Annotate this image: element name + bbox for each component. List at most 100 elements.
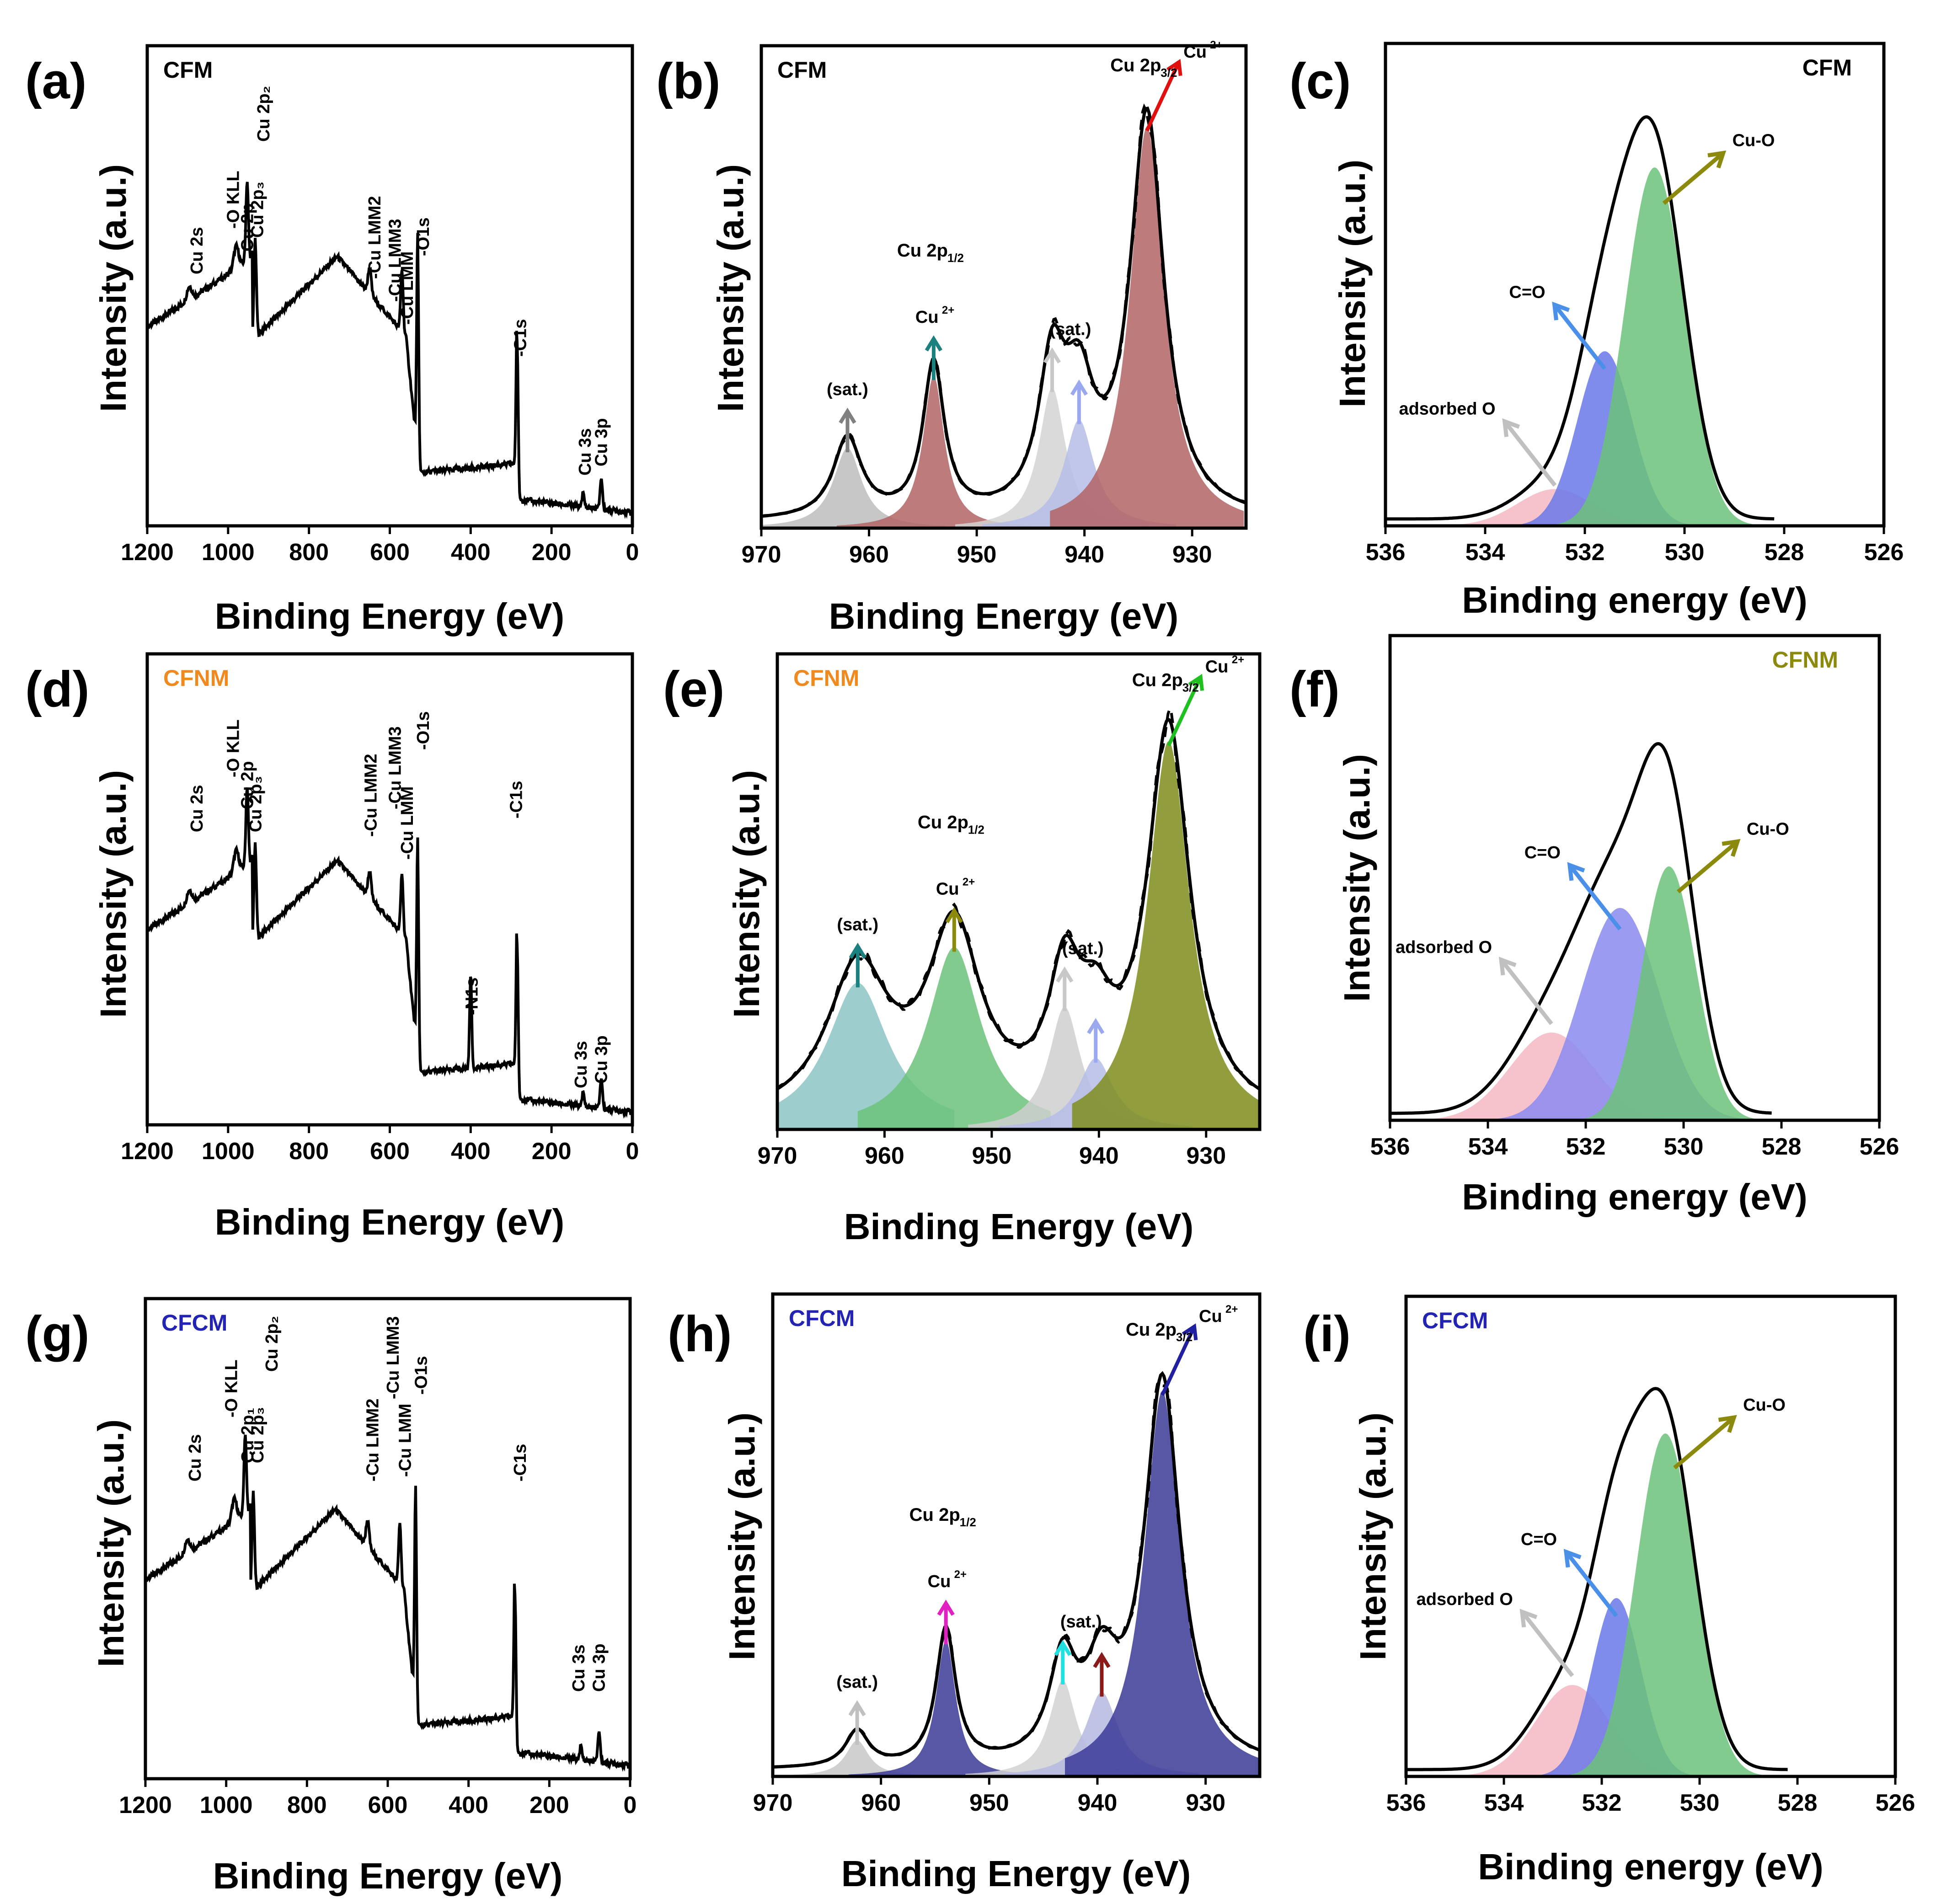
peak-label: -Cu LMM2	[361, 754, 380, 837]
peak-label: -O KLL	[224, 719, 243, 777]
peak-label: Cu 3p	[589, 1643, 609, 1692]
x-tick-label: 600	[370, 1138, 410, 1165]
x-tick-label: 600	[370, 539, 410, 566]
peak-label: -C1s	[511, 1444, 530, 1481]
x-axis-label: Binding Energy (eV)	[215, 596, 565, 636]
component-sat-2	[968, 1006, 1161, 1129]
panel-a: (a) CFM Intensity (a.u.) Binding Energy (eV…	[25, 44, 639, 636]
peak-label: Cu 2p	[238, 761, 257, 809]
x-tick-label: 1200	[121, 1138, 174, 1165]
x-tick-label: 950	[957, 541, 997, 568]
component-arrow-head	[1567, 862, 1585, 881]
x-tick-label: 534	[1484, 1790, 1524, 1816]
panel-f: (f) CFNM Intensity (a.u.) Binding energy (e…	[1289, 634, 1899, 1217]
x-tick-label: 532	[1566, 1134, 1606, 1160]
panel-i: (i) CFCM Intensity (a.u.) Binding energy (e…	[1303, 1294, 1915, 1887]
x-tick-label: 940	[1064, 541, 1104, 568]
peak-label: -Cu LMM2	[364, 1398, 383, 1481]
peak-arrow-head	[1043, 347, 1061, 364]
x-tick-label: 600	[368, 1792, 408, 1818]
x-tick-label: 970	[758, 1143, 797, 1169]
component-cu2-2p1-2	[836, 375, 1031, 528]
peak-label: -Cu LMM	[398, 251, 417, 325]
x-axis-label: Binding Energy (eV)	[829, 596, 1179, 636]
x-tick-label: 930	[1172, 541, 1212, 568]
cu2p32-label: Cu 2p	[1132, 670, 1183, 690]
x-tick-label: 536	[1386, 1790, 1426, 1816]
peak-label: -O1s	[414, 218, 433, 256]
peak-arrow-head	[849, 942, 866, 959]
component-cu-o	[1494, 1433, 1837, 1776]
x-axis-label: Binding energy (eV)	[1462, 580, 1808, 620]
peak-arrow-head	[1056, 966, 1074, 983]
peak-label: Cu 3s	[572, 1041, 591, 1088]
x-tick-label: 930	[1186, 1143, 1226, 1169]
cu2plus-superscript-2: 2+	[1225, 1303, 1238, 1316]
component-arrow-head	[1519, 1609, 1538, 1628]
component-label: adsorbed O	[1396, 938, 1492, 957]
x-axis-label: Binding Energy (eV)	[215, 1202, 565, 1242]
panel-label: (a)	[25, 53, 86, 109]
x-tick-label: 1200	[119, 1792, 172, 1818]
cu2plus-superscript-2: 2+	[1232, 654, 1244, 666]
component-arrow-head	[1707, 150, 1727, 169]
x-tick-label: 400	[451, 1138, 491, 1165]
x-tick-label: 526	[1860, 1134, 1899, 1160]
x-tick-label: 0	[626, 539, 639, 566]
component-arrow-head	[1718, 1415, 1737, 1433]
x-tick-label: 530	[1680, 1790, 1720, 1816]
component-arrow	[1662, 151, 1725, 205]
cu2plus-label-2: Cu	[1205, 658, 1229, 677]
peak-label: Cu 3p	[592, 418, 611, 466]
panel-h: (h) CFCM Intensity (a.u.) Binding Energy (e…	[668, 1292, 1262, 1894]
x-axis-label: Binding Energy (eV)	[213, 1856, 563, 1896]
peak-label: -Cu LMM	[398, 786, 417, 860]
component-arrow	[1676, 840, 1739, 893]
component-cu-o	[1480, 167, 1829, 526]
x-tick-label: 960	[865, 1143, 904, 1169]
satellite-label-2: (sat.)	[1062, 939, 1104, 958]
x-tick-label: 940	[1079, 1143, 1119, 1169]
component-sat-3	[982, 419, 1176, 528]
y-axis-label: Intensity (a.u.)	[1337, 754, 1377, 1002]
panel-e: (e) CFNM Intensity (a.u.) Binding Energy (e…	[663, 652, 1262, 1247]
x-tick-label: 950	[972, 1143, 1012, 1169]
component-sat-2	[955, 387, 1149, 528]
cu2p32-subscript: 3/2	[1182, 681, 1199, 695]
component-adsorbed-o	[1401, 1685, 1744, 1776]
cu2plus-label-1: Cu	[928, 1572, 951, 1591]
cu2p32-subscript: 3/2	[1161, 66, 1177, 80]
cu2p32-subscript: 3/2	[1176, 1330, 1193, 1344]
x-tick-label: 200	[532, 539, 572, 566]
x-tick-label: 950	[969, 1790, 1009, 1816]
survey-spectrum-line	[144, 1434, 631, 1772]
peak-arrow-head	[839, 407, 856, 424]
cu2plus-superscript-1: 2+	[963, 876, 975, 888]
x-tick-label: 200	[532, 1138, 572, 1165]
peak-arrow-head	[1188, 674, 1204, 691]
component-cu2-2p1-2	[857, 947, 1051, 1129]
component-cu2-2p1-2	[848, 1640, 1043, 1776]
cu2plus-label-1: Cu	[936, 879, 959, 899]
panel-label: (f)	[1289, 661, 1340, 717]
x-tick-label: 530	[1664, 1134, 1704, 1160]
cu2p12-label: Cu 2p	[918, 812, 968, 832]
peak-arrow	[1145, 61, 1181, 132]
plot-frame	[775, 652, 1262, 1131]
component-label: adsorbed O	[1399, 400, 1495, 419]
cu2p12-subscript: 1/2	[947, 251, 964, 265]
x-tick-label: 536	[1366, 539, 1406, 566]
x-tick-label: 800	[289, 539, 329, 566]
peak-arrow-head	[1087, 1018, 1105, 1034]
component-label: C=O	[1509, 283, 1545, 302]
sample-name: CFNM	[1772, 647, 1838, 673]
x-axis-label: Binding Energy (eV)	[844, 1206, 1194, 1247]
peak-arrow-head	[937, 1599, 955, 1616]
y-axis-label: Intensity (a.u.)	[93, 164, 134, 412]
y-axis-label: Intensity (a.u.)	[91, 1419, 131, 1667]
x-tick-label: 1000	[200, 1792, 253, 1818]
y-axis-label: Intensity (a.u.)	[1353, 1412, 1393, 1660]
fit-envelope-line	[1385, 115, 1775, 521]
panel-label: (b)	[656, 53, 720, 109]
